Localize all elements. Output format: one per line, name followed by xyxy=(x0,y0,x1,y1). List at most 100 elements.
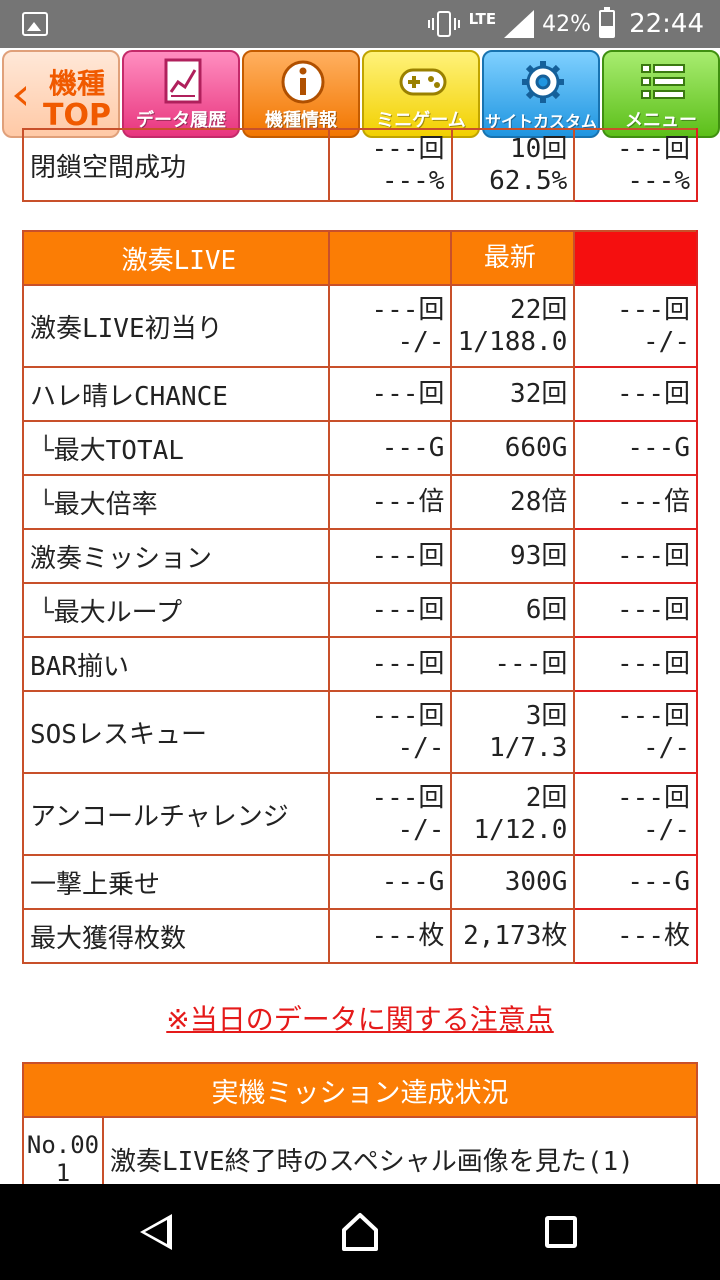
system-nav-bar xyxy=(0,1184,720,1280)
mission-title: 実機ミッション達成状況 xyxy=(22,1062,698,1118)
cell: ---回 -/- xyxy=(327,690,453,774)
cell: 6回 xyxy=(450,582,576,638)
row-label: ハレ晴レCHANCE xyxy=(22,366,330,422)
image-notification-icon xyxy=(22,12,48,36)
battery-percent: 42% xyxy=(542,11,592,37)
cell: 3回 1/7.3 xyxy=(450,690,576,774)
cell: ---回 ---% xyxy=(573,128,698,202)
cell: ---回 ---% xyxy=(327,128,453,202)
cell: ---倍 xyxy=(327,474,453,530)
table-header: 激奏LIVE 最新 xyxy=(22,230,698,286)
data-notice-link[interactable]: ※当日のデータに関する注意点 xyxy=(166,1003,554,1036)
menu-icon xyxy=(641,64,685,99)
cell: ---回 xyxy=(327,636,453,692)
back-arrow-icon xyxy=(14,86,26,106)
cell: ---枚 xyxy=(327,908,453,964)
cell: ---回 xyxy=(327,582,453,638)
cell: ---回 xyxy=(327,528,453,584)
row-label: 激奏LIVE初当り xyxy=(22,284,330,368)
cell: ---回 -/- xyxy=(327,284,453,368)
cell: ---G xyxy=(327,420,453,476)
row-label: BAR揃い xyxy=(22,636,330,692)
header-red xyxy=(573,230,698,286)
cell: 660G xyxy=(450,420,576,476)
row-label: アンコールチャレンジ xyxy=(22,772,330,856)
status-bar: LTE 42% 22:44 xyxy=(0,0,720,48)
site-custom-label: サイトカスタム xyxy=(484,112,597,131)
table-row: 激奏ミッション ---回 93回 ---回 xyxy=(22,528,698,584)
battery-icon xyxy=(599,7,616,38)
row-label: └最大倍率 xyxy=(22,474,330,530)
signal-icon xyxy=(504,10,535,38)
table-row: 激奏LIVE初当り ---回 -/- 22回 1/188.0 ---回 -/- xyxy=(22,284,698,368)
row-label: 激奏ミッション xyxy=(22,528,330,584)
table-row: └最大ループ ---回 6回 ---回 xyxy=(22,582,698,638)
info-icon xyxy=(281,60,325,104)
table-row: └最大TOTAL ---G 660G ---G xyxy=(22,420,698,476)
table-row: ハレ晴レCHANCE ---回 32回 ---回 xyxy=(22,366,698,422)
cell: ---G xyxy=(573,854,698,910)
data-history-label: データ履歴 xyxy=(136,110,226,131)
chart-icon xyxy=(164,58,202,104)
app-nav-bar: 機種 TOP データ履歴 機種情報 ミニゲーム xyxy=(0,48,720,140)
cell: 10回 62.5% xyxy=(450,128,576,202)
site-custom-button[interactable]: サイトカスタム xyxy=(482,50,600,138)
clock: 22:44 xyxy=(629,9,704,39)
cell: ---枚 xyxy=(573,908,698,964)
row-label: 閉鎖空間成功 xyxy=(22,128,330,202)
table-row: BAR揃い ---回 ---回 ---回 xyxy=(22,636,698,692)
cell: ---回 -/- xyxy=(573,284,698,368)
table-header: 実機ミッション達成状況 xyxy=(22,1062,698,1118)
table-row: 最大獲得枚数 ---枚 2,173枚 ---枚 xyxy=(22,908,698,964)
row-label: └最大ループ xyxy=(22,582,330,638)
cell: 300G xyxy=(450,854,576,910)
back-icon[interactable] xyxy=(140,1214,172,1250)
cell: 2,173枚 xyxy=(450,908,576,964)
machine-top-button[interactable]: 機種 TOP xyxy=(2,50,120,138)
lte-indicator: LTE xyxy=(468,10,497,28)
cell: ---回 -/- xyxy=(573,772,698,856)
cell: 28倍 xyxy=(450,474,576,530)
home-icon[interactable] xyxy=(341,1212,379,1252)
data-history-button[interactable]: データ履歴 xyxy=(122,50,240,138)
menu-button[interactable]: メニュー xyxy=(602,50,720,138)
header-blank xyxy=(327,230,453,286)
closed-space-table: 閉鎖空間成功 ---回 ---% 10回 62.5% ---回 ---% xyxy=(22,128,698,202)
cell: ---回 xyxy=(327,366,453,422)
menu-label: メニュー xyxy=(625,110,697,131)
table-row: └最大倍率 ---倍 28倍 ---倍 xyxy=(22,474,698,530)
table-row: 閉鎖空間成功 ---回 ---% 10回 62.5% ---回 ---% xyxy=(22,128,698,202)
cell: ---回 xyxy=(573,528,698,584)
header-live: 激奏LIVE xyxy=(22,230,330,286)
machine-info-label: 機種情報 xyxy=(265,110,337,131)
row-label: SOSレスキュー xyxy=(22,690,330,774)
cell: ---G xyxy=(327,854,453,910)
cell: 93回 xyxy=(450,528,576,584)
row-label: └最大TOTAL xyxy=(22,420,330,476)
mini-game-button[interactable]: ミニゲーム xyxy=(362,50,480,138)
live-stats-table: 激奏LIVE 最新 激奏LIVE初当り ---回 -/- 22回 1/188.0 -… xyxy=(22,230,698,964)
cell: ---回 xyxy=(573,366,698,422)
vibrate-icon xyxy=(427,11,461,37)
table-row: アンコールチャレンジ ---回 -/- 2回 1/12.0 ---回 -/- xyxy=(22,772,698,856)
row-label: 最大獲得枚数 xyxy=(22,908,330,964)
cell: 22回 1/188.0 xyxy=(450,284,576,368)
cell: ---回 xyxy=(450,636,576,692)
row-label: 一撃上乗せ xyxy=(22,854,330,910)
cell: ---倍 xyxy=(573,474,698,530)
machine-top-label-2: TOP xyxy=(43,98,111,133)
machine-info-button[interactable]: 機種情報 xyxy=(242,50,360,138)
cell: 32回 xyxy=(450,366,576,422)
cell: ---回 -/- xyxy=(573,690,698,774)
recent-apps-icon[interactable] xyxy=(545,1216,577,1248)
cell: ---回 -/- xyxy=(327,772,453,856)
header-latest: 最新 xyxy=(450,230,576,286)
mini-game-label: ミニゲーム xyxy=(376,110,466,131)
cell: ---G xyxy=(573,420,698,476)
table-row: SOSレスキュー ---回 -/- 3回 1/7.3 ---回 -/- xyxy=(22,690,698,774)
gear-icon xyxy=(522,61,564,103)
cell: ---回 xyxy=(573,582,698,638)
cell: 2回 1/12.0 xyxy=(450,772,576,856)
machine-top-label-1: 機種 xyxy=(48,67,105,100)
cell: ---回 xyxy=(573,636,698,692)
